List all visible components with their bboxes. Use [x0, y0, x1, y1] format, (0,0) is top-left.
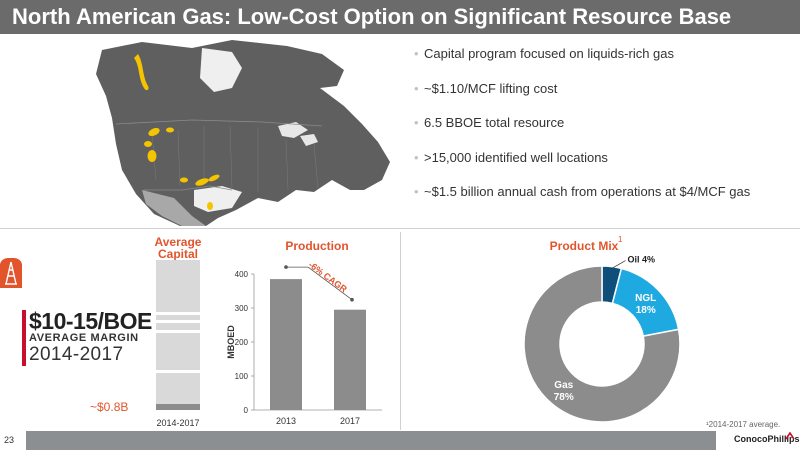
y-axis-label: MBOED — [226, 325, 236, 359]
y-tick-label: 400 — [235, 270, 249, 279]
average-capital-title: Average Capital — [154, 235, 202, 261]
north-america-map-icon — [82, 40, 400, 226]
capital-bar-value — [156, 404, 200, 410]
bullet-list: Capital program focused on liquids-rich … — [414, 46, 798, 219]
production-chart: Production 0 100 200 300 400 MBOED 2013 2017 -6% … — [226, 239, 382, 426]
title-bar: North American Gas: Low-Cost Option on S… — [0, 0, 800, 34]
cagr-label: -6% CAGR — [307, 260, 350, 295]
production-bar — [334, 309, 366, 410]
bullet-item: >15,000 identified well locations — [414, 150, 798, 185]
y-tick-label: 100 — [235, 372, 249, 381]
margin-value: $10-15/BOE — [29, 308, 152, 334]
margin-accent-bar — [22, 310, 26, 366]
footer: 23 ConocoPhillips — [0, 431, 800, 450]
slice-label-ngl: NGL — [635, 293, 656, 304]
page-title: North American Gas: Low-Cost Option on S… — [12, 4, 732, 29]
x-tick-label: 2017 — [340, 416, 360, 426]
donut-slice-gas — [523, 265, 681, 423]
logo-mark-icon — [785, 432, 795, 440]
margin-label: AVERAGE MARGIN — [29, 332, 139, 344]
cagr-line — [307, 266, 353, 301]
cagr-dot — [284, 265, 288, 269]
capital-bar-separator — [156, 320, 200, 323]
slice-value-ngl: 18% — [636, 305, 656, 316]
y-tick-label: 200 — [235, 338, 249, 347]
page-number: 23 — [4, 435, 15, 445]
oil-rig-icon — [0, 258, 22, 288]
capital-bar-separator — [156, 312, 200, 315]
production-title: Production — [285, 239, 348, 253]
capital-bar-background — [156, 260, 200, 410]
cagr-dot — [350, 297, 354, 302]
bullet-item: ~$1.10/MCF lifting cost — [414, 81, 798, 116]
capital-bar-separator — [156, 370, 200, 373]
slice-label-gas: Gas — [554, 380, 573, 391]
y-tick-label: 0 — [244, 406, 249, 415]
slice-label-oil: Oil 4% — [628, 255, 656, 265]
capital-x-label: 2014-2017 — [156, 418, 200, 428]
oil-leader-line — [611, 260, 626, 269]
horizontal-divider — [0, 228, 800, 229]
capital-value-label: ~$0.8B — [90, 400, 129, 414]
company-logo: ConocoPhillips — [734, 434, 800, 444]
bullet-item: Capital program focused on liquids-rich … — [414, 46, 798, 81]
bullet-item: ~$1.5 billion annual cash from operation… — [414, 184, 798, 219]
footnote: ¹2014-2017 average. — [706, 420, 781, 429]
margin-years: 2014-2017 — [29, 344, 124, 365]
bullet-item: 6.5 BBOE total resource — [414, 115, 798, 150]
vertical-divider — [400, 232, 401, 430]
title-superscript: 1 — [618, 235, 623, 244]
y-tick-label: 300 — [235, 304, 249, 313]
slice-value-gas: 78% — [554, 392, 574, 403]
x-tick-label: 2013 — [276, 416, 296, 426]
capital-bar-separator — [156, 330, 200, 333]
average-margin-callout: $10-15/BOE AVERAGE MARGIN 2014-2017 — [22, 308, 152, 368]
product-mix-title: Product Mix — [550, 239, 619, 253]
footer-bar — [26, 431, 716, 450]
production-bar — [270, 279, 302, 410]
